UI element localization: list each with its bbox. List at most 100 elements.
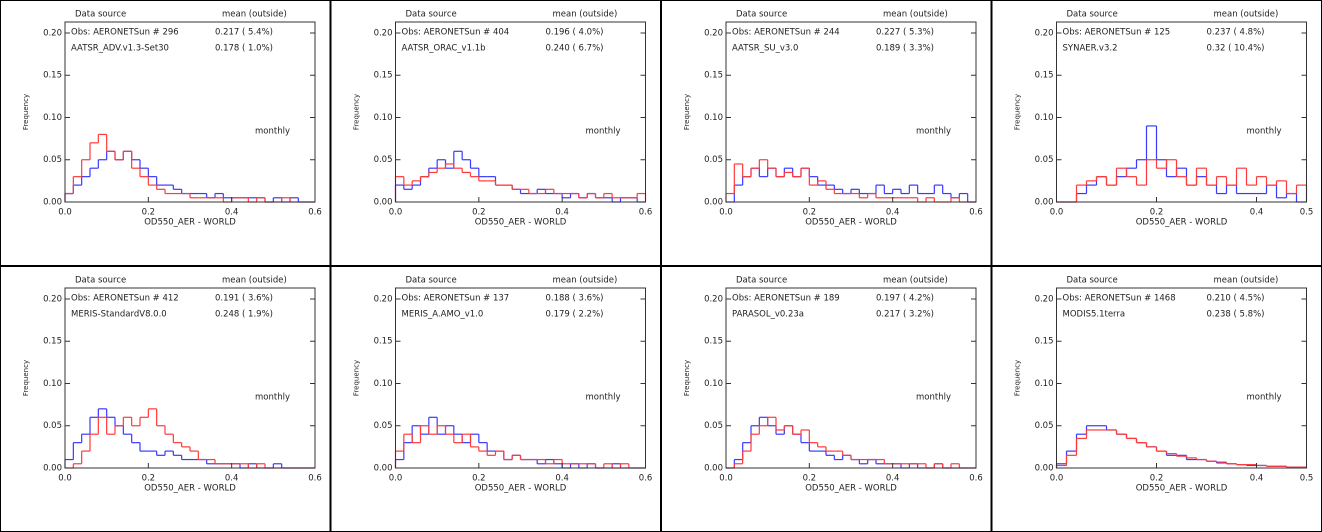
legend-header: Data source <box>75 10 126 20</box>
legend-label: Obs: AERONETSun # 244 <box>732 28 840 38</box>
legend-stat: 0.189 ( 3.3%) <box>876 44 934 54</box>
y-tick-label: 0.05 <box>1035 421 1054 431</box>
legend-header: mean (outside) <box>1214 276 1279 286</box>
x-tick-label: 0.2 <box>1150 208 1164 218</box>
x-tick-label: 0.4 <box>555 474 569 484</box>
x-tick-label: 0.0 <box>389 208 403 218</box>
legend-header: Data source <box>406 276 457 286</box>
y-tick-label: 0.15 <box>1035 71 1054 81</box>
x-tick-label: 0.2 <box>472 208 486 218</box>
plot-frame <box>725 21 977 203</box>
y-tick-label: 0.05 <box>374 421 393 431</box>
y-tick-label: 0.20 <box>1035 294 1054 304</box>
legend-label: Obs: AERONETSun # 296 <box>71 28 179 38</box>
annotation: monthly <box>1247 393 1282 403</box>
y-axis-label: Frequency <box>22 360 30 396</box>
legend-label: Obs: AERONETSun # 404 <box>402 28 510 38</box>
x-tick-label: 0.2 <box>803 208 817 218</box>
plot-frame <box>1056 21 1307 203</box>
legend-stat: 0.237 ( 4.8%) <box>1207 28 1265 38</box>
x-tick-label: 0.4 <box>1250 208 1264 218</box>
legend-header: mean (outside) <box>883 276 948 286</box>
x-tick-label: 0.0 <box>1050 208 1064 218</box>
legend-header: Data source <box>75 276 126 286</box>
y-axis-label: Frequency <box>1014 360 1022 396</box>
chart-panel: Obs: AERONETSun # 137 0.188 ( 3.6%) MERIS_… <box>330 266 661 532</box>
legend-stat: 0.188 ( 3.6%) <box>546 294 604 304</box>
chart-panel: Obs: AERONETSun # 1468 0.210 ( 4.5%) MODIS… <box>991 266 1322 532</box>
y-axis-label: Frequency <box>683 360 691 396</box>
chart-panel: Obs: AERONETSun # 404 0.196 ( 4.0%) AATSR_… <box>330 0 661 266</box>
plot-frame <box>64 21 316 203</box>
y-tick-label: 0.05 <box>704 155 723 165</box>
chart-panel: Obs: AERONETSun # 125 0.237 ( 4.8%) SYNAER… <box>991 0 1322 266</box>
y-tick-label: 0.00 <box>374 198 393 208</box>
legend-header: Data source <box>736 276 787 286</box>
x-axis-label: OD550_AER - WORLD <box>475 218 567 228</box>
y-tick-label: 0.00 <box>1035 464 1054 474</box>
plot-frame <box>64 287 316 469</box>
x-tick-label: 0.0 <box>719 208 733 218</box>
x-tick-label: 0.2 <box>1150 474 1164 484</box>
legend-stat: 0.197 ( 4.2%) <box>876 294 934 304</box>
x-tick-label: 0.4 <box>1250 474 1264 484</box>
legend-header: Data source <box>1067 10 1118 20</box>
y-axis-label: Frequency <box>353 360 361 396</box>
legend-label: AATSR_ADV.v1.3-Set30 <box>71 44 169 54</box>
y-tick-label: 0.20 <box>374 294 393 304</box>
chart-panel: Obs: AERONETSun # 296 0.217 ( 5.4%) AATSR_… <box>0 0 331 266</box>
y-axis-label: Frequency <box>1014 94 1022 130</box>
y-tick-label: 0.15 <box>43 71 62 81</box>
panel-border <box>661 0 992 266</box>
legend-stat: 0.179 ( 2.2%) <box>546 310 604 320</box>
x-tick-label: 0.4 <box>555 208 569 218</box>
legend-label: MERIS-StandardV8.0.0 <box>71 310 167 320</box>
legend-label: Obs: AERONETSun # 189 <box>732 294 840 304</box>
y-axis-label: Frequency <box>683 94 691 130</box>
x-axis-label: OD550_AER - WORLD <box>144 484 236 494</box>
x-tick-label: 0.5 <box>1300 474 1314 484</box>
legend-label: Obs: AERONETSun # 412 <box>71 294 179 304</box>
legend-stat: 0.248 ( 1.9%) <box>215 310 273 320</box>
y-tick-label: 0.15 <box>374 337 393 347</box>
y-tick-label: 0.00 <box>704 464 723 474</box>
y-tick-label: 0.05 <box>374 155 393 165</box>
legend-label: SYNAER.v3.2 <box>1063 44 1118 54</box>
x-tick-label: 0.4 <box>225 208 239 218</box>
annotation: monthly <box>916 127 951 137</box>
y-tick-label: 0.10 <box>1035 113 1054 123</box>
y-tick-label: 0.00 <box>1035 198 1054 208</box>
y-tick-label: 0.05 <box>43 155 62 165</box>
y-tick-label: 0.00 <box>374 464 393 474</box>
y-tick-label: 0.05 <box>43 421 62 431</box>
x-tick-label: 0.2 <box>142 474 156 484</box>
x-axis-label: OD550_AER - WORLD <box>805 218 897 228</box>
x-tick-label: 0.0 <box>719 474 733 484</box>
x-tick-label: 0.0 <box>389 474 403 484</box>
annotation: monthly <box>586 127 621 137</box>
x-tick-label: 0.0 <box>1050 474 1064 484</box>
annotation: monthly <box>586 393 621 403</box>
x-tick-label: 0.0 <box>58 474 72 484</box>
y-tick-label: 0.20 <box>1035 28 1054 38</box>
legend-header: Data source <box>1067 276 1118 286</box>
x-tick-label: 0.6 <box>639 474 653 484</box>
legend-stat: 0.210 ( 4.5%) <box>1207 294 1265 304</box>
y-tick-label: 0.10 <box>374 113 393 123</box>
plot-frame <box>395 21 646 203</box>
legend-label: AATSR_SU_v3.0 <box>732 44 798 54</box>
x-tick-label: 0.2 <box>803 474 817 484</box>
y-tick-label: 0.20 <box>704 28 723 38</box>
chart-panel: Obs: AERONETSun # 412 0.191 ( 3.6%) MERIS-… <box>0 266 331 532</box>
plot-frame <box>1056 287 1307 469</box>
legend-stat: 0.227 ( 5.3%) <box>876 28 934 38</box>
annotation: monthly <box>916 393 951 403</box>
legend-label: Obs: AERONETSun # 137 <box>402 294 510 304</box>
legend-stat: 0.217 ( 3.2%) <box>876 310 934 320</box>
y-tick-label: 0.10 <box>704 379 723 389</box>
y-tick-label: 0.15 <box>704 71 723 81</box>
legend-header: mean (outside) <box>553 10 618 20</box>
legend-header: Data source <box>406 10 457 20</box>
legend-stat: 0.238 ( 5.8%) <box>1207 310 1265 320</box>
